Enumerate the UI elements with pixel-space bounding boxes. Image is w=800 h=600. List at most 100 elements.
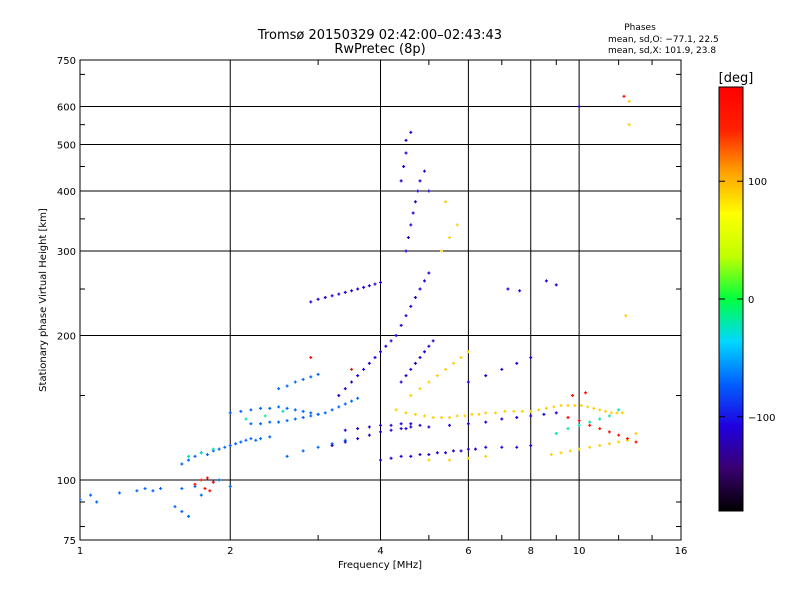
scatter-point	[598, 408, 602, 412]
scatter-point	[607, 442, 611, 446]
y-tick-label: 75	[63, 536, 76, 547]
scatter-point	[95, 500, 99, 504]
scatter-point	[577, 447, 581, 451]
scatter-point	[416, 189, 420, 193]
scatter-point	[208, 489, 212, 493]
scatter-point	[607, 414, 611, 418]
scatter-point	[223, 445, 227, 449]
scatter-point	[588, 445, 592, 449]
scatter-point	[588, 423, 592, 427]
scatter-point	[404, 427, 408, 431]
scatter-point	[529, 444, 533, 448]
scatter-point	[515, 445, 519, 449]
scatter-point	[409, 422, 413, 426]
scatter-point	[435, 451, 439, 455]
scatter-point	[316, 412, 320, 416]
scatter-point	[586, 405, 590, 409]
colorbar-tick-label: 0	[748, 295, 754, 306]
scatter-point	[301, 415, 305, 419]
scatter-point	[529, 355, 533, 359]
scatter-point	[440, 249, 443, 253]
chart-subtitle: RwPretec (8p)	[334, 42, 425, 57]
scatter-point	[494, 411, 498, 415]
scatter-point	[199, 478, 203, 482]
scatter-point	[330, 294, 334, 298]
scatter-point	[244, 417, 248, 421]
scatter-point	[409, 425, 413, 429]
scatter-point	[427, 189, 431, 193]
scatter-point	[228, 484, 232, 488]
chart-title: Tromsø 20150329 02:42:00–02:43:43	[257, 28, 502, 43]
scatter-point	[435, 374, 439, 378]
scatter-point	[598, 444, 602, 448]
scatter-point	[411, 211, 415, 215]
scatter-point	[617, 408, 621, 412]
scatter-point	[544, 406, 548, 410]
y-tick-label: 500	[57, 141, 76, 152]
x-tick-label: 1	[77, 546, 83, 557]
scatter-point	[404, 314, 408, 318]
scatter-point	[542, 412, 546, 416]
scatter-point	[337, 405, 341, 409]
scatter-point	[151, 489, 155, 493]
scatter-point	[350, 380, 354, 384]
scatter-point	[350, 367, 354, 371]
scatter-point	[577, 423, 581, 427]
x-axis-ticks: 1 2 4 6 8 10 16	[77, 60, 687, 557]
scatter-point	[444, 451, 448, 455]
scatter-point	[477, 412, 481, 416]
scatter-point	[617, 433, 621, 437]
y-tick-label: 100	[57, 476, 76, 487]
scatter-point	[627, 99, 631, 103]
scatter-point	[187, 454, 191, 458]
scatter-point	[444, 367, 448, 371]
scatter-point	[309, 411, 313, 415]
scatter-point	[409, 367, 413, 371]
scatter-point	[285, 454, 289, 458]
scatter-point	[362, 367, 366, 371]
scatter-point	[598, 427, 602, 431]
scatter-point	[234, 442, 238, 446]
scatter-point	[301, 377, 305, 381]
scatter-point	[356, 374, 360, 378]
scatter-point	[422, 350, 426, 354]
scatter-point	[418, 453, 422, 457]
scatter-point	[228, 411, 232, 415]
scatter-point	[554, 432, 558, 436]
scatter-point	[529, 409, 533, 413]
scatter-point	[615, 411, 619, 415]
scatter-point	[180, 462, 184, 466]
y-tick-label: 200	[57, 332, 76, 343]
scatter-point	[367, 425, 371, 429]
scatter-point	[440, 415, 443, 419]
scatter-point	[259, 437, 263, 441]
scatter-point	[448, 415, 452, 419]
scatter-point	[330, 408, 334, 412]
scatter-point	[389, 428, 393, 432]
scatter-point	[604, 409, 608, 413]
scatter-point	[379, 280, 382, 284]
scatter-point	[624, 314, 628, 318]
scatter-point	[323, 411, 327, 415]
scatter-point	[500, 367, 504, 371]
scatter-point	[537, 408, 541, 412]
scatter-point	[427, 458, 431, 462]
legend-line-x: mean, sd,X: 101.9, 23.8	[608, 46, 716, 56]
scatter-point	[404, 411, 408, 415]
scatter-point	[466, 422, 470, 426]
scatter-point	[135, 489, 139, 493]
scatter-point	[592, 406, 596, 410]
grid-lines	[80, 60, 681, 540]
colorbar-ticks: 100 0 −100	[719, 177, 775, 424]
scatter-point	[427, 380, 431, 384]
scatter-point	[367, 433, 371, 437]
scatter-point	[625, 437, 629, 441]
scatter-point	[193, 454, 197, 458]
scatter-point	[350, 289, 354, 293]
plot-area: 1 2 4 6 8 10 16 75 100 200 300 400 500 600 750	[57, 56, 687, 557]
scatter-point	[205, 476, 209, 480]
scatter-point	[431, 415, 435, 419]
scatter-point	[199, 451, 203, 455]
scatter-point	[451, 361, 455, 365]
